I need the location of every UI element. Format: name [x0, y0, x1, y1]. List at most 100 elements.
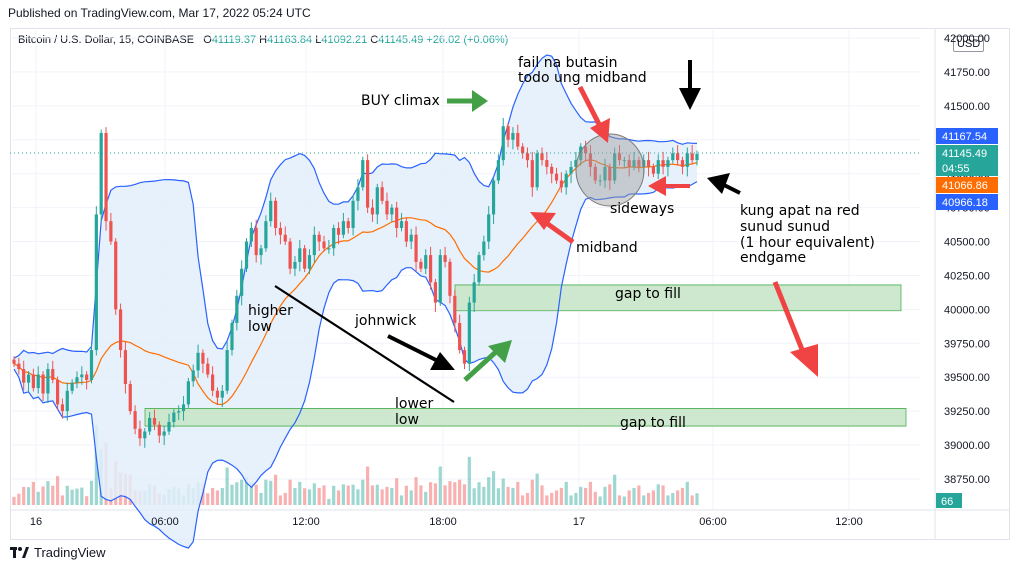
note-endgame-line2: sunud sunud [740, 219, 830, 235]
note-higher: higher [248, 303, 293, 319]
candle-body [603, 166, 607, 181]
candle-body [220, 390, 224, 398]
volume-bar [516, 481, 520, 505]
volume-bar [550, 492, 554, 505]
candle-body [225, 350, 229, 391]
candle-body [322, 241, 326, 249]
arrow-endgame-red [772, 281, 818, 377]
bollinger-midband-line [13, 159, 698, 406]
candle-body [559, 180, 563, 188]
candle-body [104, 132, 108, 222]
candle-body [482, 241, 486, 256]
volume-bar [336, 490, 341, 505]
volume-bar [230, 484, 234, 505]
volume-bar [80, 487, 84, 505]
candle-body [433, 282, 438, 303]
price-tick: 41750.00 [944, 67, 990, 79]
volume-tag-text: 66 [941, 496, 953, 508]
candle-body [264, 221, 268, 249]
candle-body [491, 180, 496, 215]
gap-zone-lower [144, 408, 907, 427]
volume-bar [506, 486, 510, 505]
volume-bar [278, 495, 283, 505]
volume-bar [608, 484, 612, 505]
volume-bar [240, 479, 244, 505]
candle-body [89, 350, 94, 380]
candle-body [661, 160, 665, 167]
note-fail-line1: fail na butasin [518, 55, 618, 71]
price-tag [936, 177, 998, 193]
volume-bar [94, 425, 98, 505]
candle-body [583, 146, 588, 154]
price-tick: 39750.00 [944, 338, 990, 350]
volume-bar [273, 474, 278, 505]
volume-bar [51, 485, 55, 505]
candle-body [622, 160, 626, 162]
volume-bar [443, 485, 447, 505]
volume-bar [521, 495, 525, 505]
low-label: L [315, 34, 322, 46]
candle-body [685, 153, 689, 167]
volume-bar [235, 482, 239, 505]
volume-bar [448, 481, 452, 505]
candle-body [351, 200, 355, 228]
candle-body [632, 160, 636, 167]
candle-body [613, 153, 617, 181]
candle-body [172, 412, 176, 423]
volume-bar [511, 487, 515, 505]
volume-bar [433, 483, 438, 505]
candle-body [12, 359, 16, 364]
price-tick: 38750.00 [944, 474, 990, 486]
volume-bar [55, 476, 60, 505]
time-tick: 06:00 [699, 516, 727, 528]
candle-body [695, 154, 699, 161]
candle-body [240, 268, 244, 296]
candle-body [404, 221, 408, 242]
tradingview-logo[interactable]: TradingView [10, 545, 106, 560]
open-value: 41119.37 [211, 34, 257, 46]
volume-bar [380, 489, 384, 505]
volume-bar [680, 487, 685, 505]
candle-body [303, 248, 307, 269]
currency-button[interactable]: USD [953, 36, 985, 52]
volume-bar [65, 485, 69, 505]
candle-body [390, 207, 394, 215]
candle-body [448, 261, 452, 296]
candle-body [511, 132, 515, 140]
volume-bar [690, 495, 694, 505]
volume-bar [642, 495, 646, 505]
candle-body [244, 241, 249, 269]
trend-line [274, 285, 455, 403]
volume-bar [467, 456, 471, 505]
volume-bar [70, 489, 74, 505]
volume-bar [574, 492, 578, 505]
candle-body [167, 422, 171, 432]
tradingview-logo-icon [10, 546, 29, 558]
candle-body [283, 234, 287, 242]
candle-body [525, 153, 530, 161]
candle-body [157, 424, 161, 436]
note-higher-low: low [248, 319, 272, 335]
low-value: 41092.21 [321, 34, 368, 46]
volume-bar [41, 486, 45, 505]
candle-body [676, 153, 680, 161]
candle-body [293, 261, 297, 269]
volume-bar [244, 477, 249, 505]
candle-body [312, 234, 316, 256]
bollinger-lower-line [13, 181, 698, 549]
price-tag-text: 41066.86 [942, 180, 988, 192]
candle-body [65, 390, 69, 412]
candle-body [399, 221, 404, 228]
volume-bar [351, 484, 355, 505]
chart-frame[interactable] [10, 28, 1010, 540]
price-tags: 41167.54 41145.49 04:55 41066.86 40966.18 66 [936, 128, 998, 508]
candle-body [118, 309, 123, 351]
candle-body [211, 374, 215, 391]
volume-bar [332, 485, 336, 505]
note-midband: midband [576, 240, 638, 256]
volume-bar [225, 467, 229, 505]
candle-body [521, 146, 525, 154]
candle-body [177, 411, 181, 413]
candle-body [671, 153, 675, 161]
